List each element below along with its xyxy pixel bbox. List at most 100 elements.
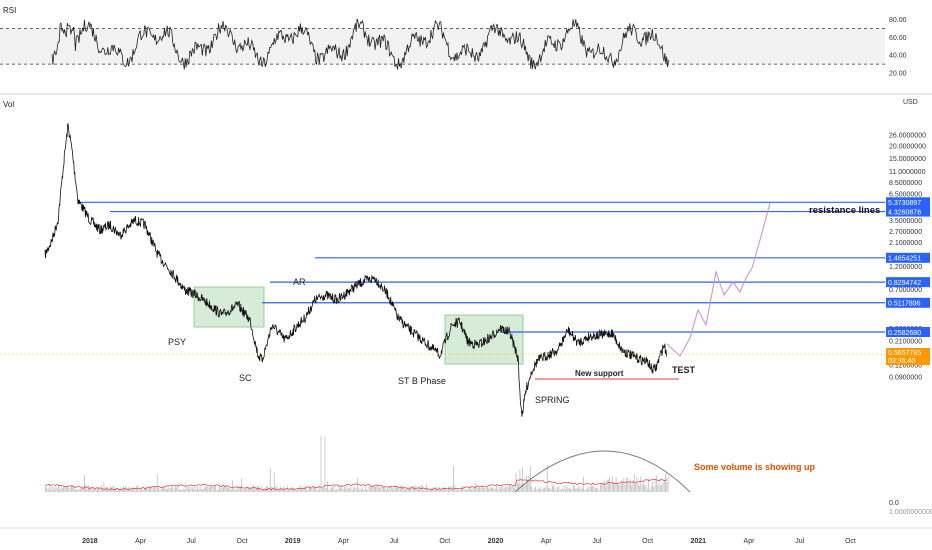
volume-bar — [102, 488, 103, 492]
volume-bar — [68, 487, 70, 492]
volume-bar — [446, 489, 448, 492]
volume-bar — [284, 488, 285, 492]
volume-bar — [483, 487, 484, 492]
volume-bar — [281, 488, 283, 492]
volume-bar — [293, 487, 295, 492]
volume-bar — [576, 488, 578, 492]
volume-bar — [251, 486, 253, 492]
volume-bar — [112, 485, 114, 492]
volume-bar — [306, 489, 308, 492]
volume-bar — [151, 485, 153, 492]
volume-bar — [463, 485, 465, 492]
volume-bar — [578, 486, 579, 492]
volume-bar — [628, 482, 630, 492]
volume-bar — [106, 486, 107, 492]
volume-bar — [158, 487, 159, 492]
volume-bar — [630, 479, 631, 492]
volume-bar — [555, 489, 557, 492]
volume-bar — [242, 488, 244, 492]
volume-bar — [501, 485, 503, 492]
volume-bar — [172, 486, 174, 492]
volume-bar — [440, 489, 441, 492]
volume-bar — [424, 487, 426, 492]
volume-bar — [636, 477, 638, 492]
annotation-test: TEST — [672, 365, 696, 375]
volume-bar — [604, 480, 605, 492]
volume-bar — [63, 487, 64, 492]
volume-bar — [392, 488, 393, 492]
volume-bar — [55, 487, 57, 492]
volume-bar — [316, 489, 318, 492]
volume-bar — [230, 489, 232, 492]
volume-bar — [520, 483, 522, 492]
volume-bar — [80, 488, 81, 492]
volume-bar — [194, 485, 196, 492]
price-line — [44, 122, 667, 417]
volume-bar — [143, 489, 145, 492]
volume-bar — [77, 489, 79, 492]
countdown-label: 03:36:40 — [888, 358, 915, 365]
time-tick-label: Apr — [135, 538, 147, 545]
volume-bar — [176, 487, 178, 492]
volume-bar — [540, 487, 542, 492]
volume-bar — [263, 488, 265, 492]
volume-bar — [95, 489, 97, 492]
volume-bar — [247, 488, 249, 492]
volume-bar — [178, 489, 180, 492]
volume-bar — [613, 482, 614, 492]
volume-bar — [481, 485, 483, 492]
volume-bar — [113, 486, 115, 492]
volume-bar — [484, 488, 486, 492]
volume-bar — [188, 486, 189, 492]
volume-bar — [596, 487, 597, 492]
volume-bar — [602, 481, 604, 492]
volume-bar — [511, 485, 513, 492]
price-tick-label: 6.5000000 — [889, 192, 922, 199]
volume-bar — [550, 488, 552, 492]
volume-bar — [362, 487, 363, 492]
volume-bar — [152, 488, 154, 492]
time-tick-label: 2020 — [488, 538, 504, 545]
volume-tick-label: 0.0 — [889, 500, 899, 507]
volume-bar — [667, 476, 669, 492]
volume-bar — [204, 486, 206, 492]
volume-bar — [266, 486, 267, 492]
volume-bar — [201, 489, 202, 492]
volume-bar — [601, 484, 603, 492]
volume-bar — [311, 488, 313, 492]
volume-bar — [159, 489, 161, 492]
rsi-band — [0, 28, 885, 65]
volume-bar — [65, 485, 67, 492]
volume-bar — [485, 486, 487, 492]
volume-bar — [302, 487, 304, 492]
volume-bar — [108, 489, 110, 492]
volume-bar — [312, 487, 314, 492]
volume-bar — [480, 487, 482, 492]
volume-bar — [411, 485, 413, 492]
level-tag-label: 1.4654251 — [888, 256, 921, 263]
volume-bar — [472, 488, 474, 492]
volume-bar — [488, 488, 490, 492]
volume-bar — [620, 479, 622, 492]
volume-bar — [659, 484, 661, 492]
volume-bar — [372, 485, 374, 492]
volume-bar — [262, 490, 263, 492]
volume-bar — [341, 485, 343, 492]
volume-bar — [656, 475, 657, 492]
volume-bar — [301, 487, 302, 492]
volume-bar — [119, 488, 120, 492]
volume-bar — [305, 486, 306, 492]
level-tag-label: 0.8294742 — [888, 280, 921, 287]
volume-bar — [273, 472, 275, 492]
volume-bar — [250, 487, 252, 492]
volume-bar — [189, 489, 191, 492]
volume-bar — [498, 486, 500, 492]
volume-bar — [627, 477, 629, 492]
volume-bar — [650, 485, 652, 492]
volume-bar — [648, 478, 649, 492]
volume-bar — [507, 486, 509, 492]
volume-bar — [587, 488, 588, 492]
volume-bar — [563, 485, 565, 492]
volume-bar — [518, 483, 519, 492]
volume-bar — [320, 436, 322, 492]
